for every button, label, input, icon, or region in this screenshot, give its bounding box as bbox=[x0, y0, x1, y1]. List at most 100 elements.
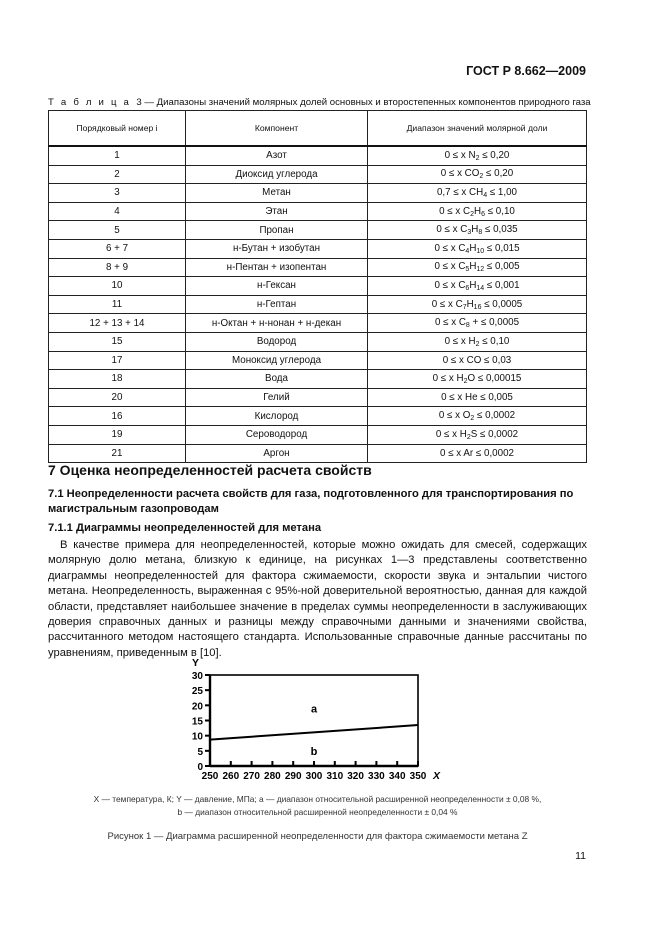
cell-range: 0 ≤ x O2 ≤ 0,0002 bbox=[367, 406, 587, 426]
table-row: 6 + 7 н-Бутан + изобутан 0 ≤ x C4H10 ≤ 0,0… bbox=[48, 238, 587, 259]
table-row: 4 Этан 0 ≤ x C2H6 ≤ 0,10 bbox=[48, 201, 587, 222]
cell-component: Метан bbox=[185, 183, 368, 203]
table-row: 20 Гелий 0 ≤ x He ≤ 0,005 bbox=[48, 387, 587, 408]
cell-number: 16 bbox=[48, 406, 186, 426]
cell-component: н-Гексан bbox=[185, 276, 368, 296]
cell-component: н-Гептан bbox=[185, 294, 368, 315]
cell-range: 0 ≤ x H2S ≤ 0,0002 bbox=[367, 424, 587, 445]
cell-range: 0 ≤ x C5H12 ≤ 0,005 bbox=[367, 257, 587, 278]
figure-title: Рисунок 1 — Диаграмма расширенной неопре… bbox=[107, 831, 528, 842]
table-row: 18 Вода 0 ≤ x H2O ≤ 0,00015 bbox=[48, 369, 587, 389]
table-header-row: Порядковый номер i Компонент Диапазон зн… bbox=[48, 110, 587, 147]
cell-component: н-Октан + н-нонан + н-декан bbox=[185, 313, 368, 333]
subsection-heading: 7.1 Неопределенности расчета свойств для… bbox=[48, 488, 574, 515]
cell-range: 0 ≤ x CO ≤ 0,03 bbox=[367, 350, 587, 371]
cell-number: 5 bbox=[48, 220, 186, 240]
table-row: 15 Водород 0 ≤ x H2 ≤ 0,10 bbox=[48, 331, 587, 352]
cell-component: Гелий bbox=[185, 387, 368, 408]
column-header-range: Диапазон значений молярной доли bbox=[367, 110, 587, 147]
y-tick-label: 0 bbox=[197, 762, 203, 773]
x-tick-label: 300 bbox=[306, 771, 323, 782]
y-axis-label: Y bbox=[192, 657, 199, 669]
cell-component: Кислород bbox=[185, 406, 368, 426]
cell-range: 0 ≤ x H2 ≤ 0,10 bbox=[367, 331, 587, 352]
cell-component: Водород bbox=[185, 331, 368, 352]
x-tick-label: 350 bbox=[410, 771, 427, 782]
x-tick-label: 280 bbox=[264, 771, 281, 782]
cell-number: 21 bbox=[48, 443, 186, 464]
cell-number: 18 bbox=[48, 369, 186, 389]
cell-component: Моноксид углерода bbox=[185, 350, 368, 371]
region-label: a bbox=[311, 703, 318, 715]
cell-range: 0 ≤ x He ≤ 0,005 bbox=[367, 387, 587, 408]
cell-number: 2 bbox=[48, 164, 186, 185]
cell-number: 12 + 13 + 14 bbox=[48, 313, 186, 333]
cell-number: 6 + 7 bbox=[48, 238, 186, 259]
cell-range: 0 ≤ x C8 + ≤ 0,0005 bbox=[367, 313, 587, 333]
cell-number: 8 + 9 bbox=[48, 257, 186, 278]
cell-number: 17 bbox=[48, 350, 186, 371]
y-tick-label: 10 bbox=[192, 732, 204, 743]
table-row: 19 Сероводород 0 ≤ x H2S ≤ 0,0002 bbox=[48, 424, 587, 445]
series-line bbox=[209, 724, 419, 741]
x-tick-label: 320 bbox=[347, 771, 364, 782]
cell-component: Вода bbox=[185, 369, 368, 389]
cell-range: 0 ≤ x CO2 ≤ 0,20 bbox=[367, 164, 587, 185]
components-table: Порядковый номер i Компонент Диапазон зн… bbox=[48, 110, 587, 464]
cell-number: 20 bbox=[48, 387, 186, 408]
y-tick-label: 5 bbox=[197, 747, 203, 758]
table-row: 3 Метан 0,7 ≤ x CH4 ≤ 1,00 bbox=[48, 183, 587, 203]
cell-range: 0 ≤ x N2 ≤ 0,20 bbox=[367, 145, 587, 166]
table-row: 10 н-Гексан 0 ≤ x C6H14 ≤ 0,001 bbox=[48, 276, 587, 296]
figure-legend: X — температура, К; Y — давление, МПа; a… bbox=[48, 793, 587, 819]
region-label: b bbox=[311, 746, 318, 758]
table-row: 17 Моноксид углерода 0 ≤ x CO ≤ 0,03 bbox=[48, 350, 587, 371]
table-row: 11 н-Гептан 0 ≤ x C7H16 ≤ 0,0005 bbox=[48, 294, 587, 315]
cell-component: Азот bbox=[185, 145, 368, 166]
x-tick-label: 290 bbox=[285, 771, 302, 782]
cell-component: Аргон bbox=[185, 443, 368, 464]
table-row: 1 Азот 0 ≤ x N2 ≤ 0,20 bbox=[48, 145, 587, 166]
table-caption: Т а б л и ц а 3 — Диапазоны значений мол… bbox=[48, 97, 591, 108]
x-tick-label: 330 bbox=[368, 771, 385, 782]
uncertainty-chart: 250 260 270 280 290 300 310 320 330 340 350 0 5 10 15 2… bbox=[192, 657, 441, 782]
x-tick-label: 250 bbox=[202, 771, 219, 782]
y-tick-label: 20 bbox=[192, 701, 204, 712]
column-header-component: Компонент bbox=[185, 110, 368, 147]
cell-number: 19 bbox=[48, 424, 186, 445]
cell-number: 11 bbox=[48, 294, 186, 315]
x-tick-label: 310 bbox=[326, 771, 343, 782]
cell-number: 15 bbox=[48, 331, 186, 352]
cell-range: 0 ≤ x H2O ≤ 0,00015 bbox=[367, 369, 587, 389]
figure-legend-line: b — диапазон относительной расширенной н… bbox=[177, 807, 458, 817]
cell-component: Сероводород bbox=[185, 424, 368, 445]
table-row: 8 + 9 н-Пентан + изопентан 0 ≤ x C5H12 ≤ 0… bbox=[48, 257, 587, 278]
y-tick-label: 15 bbox=[192, 717, 204, 728]
cell-component: Этан bbox=[185, 201, 368, 222]
table-row: 16 Кислород 0 ≤ x O2 ≤ 0,0002 bbox=[48, 406, 587, 426]
cell-number: 4 bbox=[48, 201, 186, 222]
y-tick-label: 25 bbox=[192, 686, 204, 697]
cell-component: н-Пентан + изопентан bbox=[185, 257, 368, 278]
table-row: 2 Диоксид углерода 0 ≤ x CO2 ≤ 0,20 bbox=[48, 164, 587, 185]
x-tick-label: 340 bbox=[389, 771, 406, 782]
cell-range: 0 ≤ x C6H14 ≤ 0,001 bbox=[367, 276, 587, 296]
x-axis-label: X bbox=[432, 770, 441, 782]
table-row: 12 + 13 + 14 н-Октан + н-нонан + н-декан 0… bbox=[48, 313, 587, 333]
cell-component: Диоксид углерода bbox=[185, 164, 368, 185]
cell-component: Пропан bbox=[185, 220, 368, 240]
table-row: 5 Пропан 0 ≤ x C3H8 ≤ 0,035 bbox=[48, 220, 587, 240]
table-caption-label: Т а б л и ц а bbox=[48, 97, 132, 108]
cell-range: 0 ≤ x C7H16 ≤ 0,0005 bbox=[367, 294, 587, 315]
cell-range: 0,7 ≤ x CH4 ≤ 1,00 bbox=[367, 183, 587, 203]
cell-number: 10 bbox=[48, 276, 186, 296]
column-header-number: Порядковый номер i bbox=[48, 110, 186, 147]
cell-number: 1 bbox=[48, 145, 186, 166]
cell-range: 0 ≤ x C3H8 ≤ 0,035 bbox=[367, 220, 587, 240]
section-heading: 7 Оценка неопределенностей расчета свойс… bbox=[48, 462, 372, 478]
cell-range: 0 ≤ x C2H6 ≤ 0,10 bbox=[367, 201, 587, 222]
cell-number: 3 bbox=[48, 183, 186, 203]
page-number: 11 bbox=[575, 850, 586, 862]
y-tick-label: 30 bbox=[192, 671, 204, 682]
table-caption-text: 3 — Диапазоны значений молярных долей ос… bbox=[136, 97, 591, 108]
